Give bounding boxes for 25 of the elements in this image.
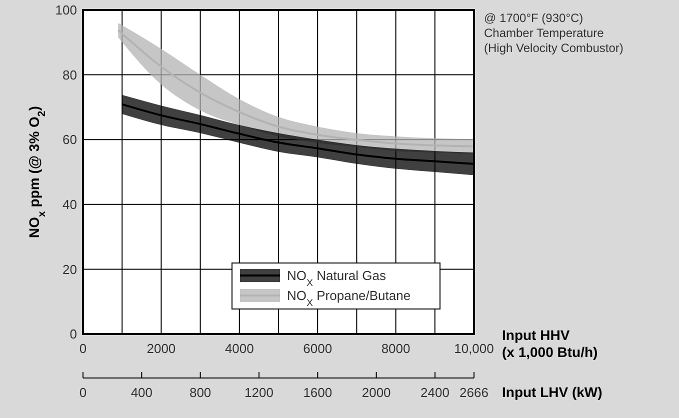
y-tick-label: 100 bbox=[55, 2, 77, 18]
y-tick-label: 80 bbox=[62, 67, 77, 82]
x2-tick-label: 1600 bbox=[303, 385, 332, 400]
x-tick-label: 6000 bbox=[303, 341, 332, 356]
x-tick-label: 4000 bbox=[224, 341, 254, 356]
y-tick-label: 0 bbox=[70, 326, 77, 342]
x2-tick-label: 400 bbox=[130, 385, 153, 400]
x-tick-label: 10,000 bbox=[454, 341, 494, 356]
x-tick-label: 8000 bbox=[381, 341, 410, 356]
legend-label: NO$_{X}$ Natural Gas bbox=[287, 268, 386, 288]
y-tick-label: 20 bbox=[62, 262, 77, 277]
x2-tick-label: 1200 bbox=[244, 385, 274, 400]
x-tick-label: 2000 bbox=[146, 341, 176, 356]
x2-tick-label: 2000 bbox=[362, 385, 391, 400]
x2-tick-label: 800 bbox=[189, 385, 212, 400]
x-axis-title: Input HHV (x 1,000 Btu/h) bbox=[502, 327, 598, 360]
x2-tick-label: 0 bbox=[79, 385, 87, 400]
y-tick-label: 60 bbox=[62, 132, 77, 148]
x2-axis-title: Input LHV (kW) bbox=[502, 384, 602, 400]
x2-tick-label: 2400 bbox=[420, 385, 450, 400]
text: @ 1700°F (930°C) Chamber Temperature (High Velocity Combustor) bbox=[484, 11, 624, 55]
y-tick-label: 40 bbox=[62, 196, 77, 212]
legend-label: NO$_{X}$ Propane/Butane bbox=[287, 288, 411, 308]
x-tick-label: 0 bbox=[79, 341, 87, 356]
x2-tick-label: 2666 bbox=[460, 385, 488, 400]
